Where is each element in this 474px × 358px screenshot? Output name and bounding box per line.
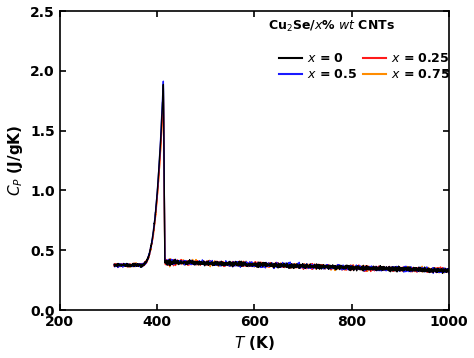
X-axis label: $\bf{\it{T}}$ (K): $\bf{\it{T}}$ (K) [234,334,275,352]
Y-axis label: $\bf{\it{C_P}}$ (J/gK): $\bf{\it{C_P}}$ (J/gK) [6,125,25,196]
Text: Cu$_2$Se/$x$% $\it{wt}$ CNTs: Cu$_2$Se/$x$% $\it{wt}$ CNTs [268,19,395,34]
Legend: $x$ = 0, $x$ = 0.5, $x$ = 0.25, $x$ = 0.75: $x$ = 0, $x$ = 0.5, $x$ = 0.25, $x$ = 0.… [274,47,455,86]
